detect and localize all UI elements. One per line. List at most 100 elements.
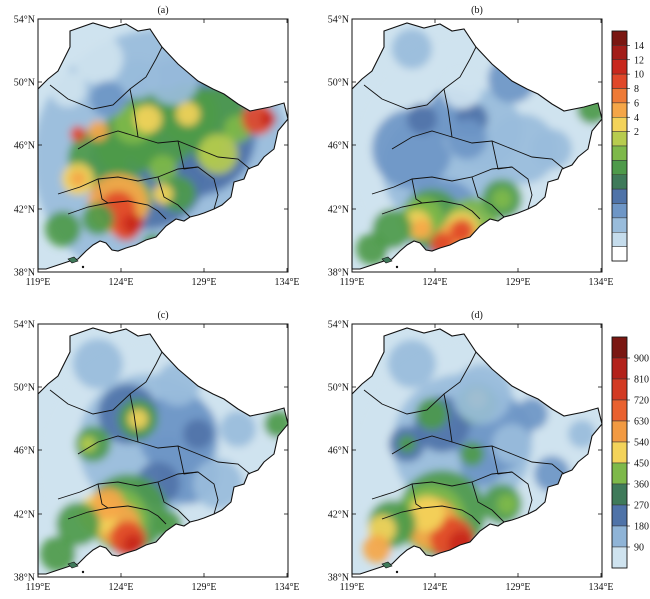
lat-tick-label: 42°N (328, 510, 349, 521)
island (381, 256, 393, 264)
colorbar-top: 14 12 10 8 6 4 2 (611, 30, 644, 262)
colorbar-swatch (611, 131, 628, 147)
colorbar-label: 540 (634, 438, 649, 449)
province-border (491, 445, 533, 515)
colorbar-swatch (611, 88, 628, 104)
lat-tick-label: 42°N (14, 205, 35, 216)
lat-tick-label: 46°N (328, 141, 349, 152)
lat-tick-label: 42°N (14, 510, 35, 521)
lat-tick-label: 54°N (14, 15, 35, 26)
map-panel-0: (a) 119°E 124°E 129°E 134°E 54°N 50°N 46°N 42°N 3… (14, 5, 300, 288)
province-border (77, 130, 251, 170)
colorbar-swatch (611, 160, 628, 175)
colorbar-swatch (611, 336, 628, 359)
province-border (49, 46, 163, 110)
colorbar-label: 12 (634, 55, 644, 66)
province-border (177, 140, 219, 210)
colorbar-label: 900 (634, 354, 649, 365)
lon-tick-label: 134°E (274, 582, 299, 593)
province-border (371, 471, 513, 500)
province-border (49, 351, 163, 415)
province-border (157, 481, 191, 523)
colorbar-swatch (611, 203, 628, 219)
colorbar-swatch (611, 217, 628, 233)
province-border (471, 481, 505, 523)
lat-tick-label: 50°N (328, 78, 349, 89)
colorbar-swatch (611, 102, 628, 118)
lon-tick-label: 129°E (505, 582, 530, 593)
colorbar-label: 90 (634, 543, 644, 554)
colorbar-bottom: 900 810 720 630 540 450 360 270 180 90 (611, 336, 649, 569)
colorbar-label: 720 (634, 396, 649, 407)
province-border (67, 505, 167, 525)
panel-title: (d) (471, 310, 483, 321)
lon-tick-label: 129°E (505, 277, 530, 288)
colorbar-label: 6 (634, 98, 639, 109)
province-border (129, 393, 139, 443)
colorbar-swatch (611, 232, 628, 247)
province-border (97, 483, 109, 509)
lon-tick-label: 129°E (191, 277, 216, 288)
province-border (371, 166, 513, 195)
colorbar-label: 360 (634, 480, 649, 491)
island (381, 561, 393, 569)
colorbar-swatch (611, 441, 628, 464)
province-border (391, 435, 565, 475)
axes-frame (37, 323, 289, 578)
province-border (157, 176, 191, 218)
lon-tick-label: 134°E (588, 582, 613, 593)
colorbar-label: 810 (634, 375, 649, 386)
colorbar-label: 2 (634, 127, 639, 138)
province-border (443, 393, 453, 443)
lat-tick-label: 46°N (14, 141, 35, 152)
province-border (411, 178, 423, 204)
lon-tick-label: 134°E (274, 277, 299, 288)
province-border (363, 351, 477, 415)
province-border (177, 445, 219, 515)
map-panel-2: (c) 119°E 124°E 129°E 134°E 54°N 50°N 46°N 42°N 3… (14, 310, 300, 593)
lat-tick-label: 38°N (14, 268, 35, 279)
colorbar-swatch (611, 174, 628, 190)
lon-tick-label: 119°E (26, 277, 51, 288)
colorbar-label: 14 (634, 41, 644, 52)
colorbar-swatch (611, 357, 628, 380)
lon-tick-label: 119°E (340, 582, 365, 593)
province-border (411, 483, 423, 509)
colorbar-swatch (611, 145, 628, 161)
colorbar-swatch (611, 399, 628, 422)
colorbar-swatch (611, 117, 628, 132)
lat-tick-label: 50°N (328, 383, 349, 394)
province-border (381, 505, 481, 525)
colorbar-swatch (611, 73, 628, 89)
province-border (443, 88, 453, 138)
colorbar-label: 270 (634, 501, 649, 512)
colorbar-label: 4 (634, 113, 639, 124)
lon-tick-label: 129°E (191, 582, 216, 593)
panel-title: (b) (471, 5, 483, 16)
lat-tick-label: 38°N (14, 573, 35, 584)
lat-tick-label: 46°N (328, 446, 349, 457)
lat-tick-label: 42°N (328, 205, 349, 216)
lon-tick-label: 119°E (26, 582, 51, 593)
panel-title: (a) (157, 5, 168, 16)
lon-tick-label: 124°E (108, 277, 133, 288)
lon-tick-label: 119°E (340, 277, 365, 288)
colorbar-swatch (611, 30, 628, 46)
colorbar-label: 450 (634, 459, 649, 470)
colorbar-swatch (611, 462, 628, 485)
province-border (391, 130, 565, 170)
lat-tick-label: 38°N (328, 573, 349, 584)
colorbar-swatch (611, 525, 628, 548)
province-border (471, 176, 505, 218)
colorbar-label: 630 (634, 417, 649, 428)
province-border (97, 178, 109, 204)
panel-title: (c) (157, 310, 168, 321)
lon-tick-label: 134°E (588, 277, 613, 288)
colorbar-swatch (611, 546, 628, 569)
colorbar-swatch (611, 420, 628, 443)
axes-frame (351, 323, 603, 578)
province-border (381, 200, 481, 220)
lat-tick-label: 54°N (328, 320, 349, 331)
colorbar-label: 180 (634, 522, 649, 533)
